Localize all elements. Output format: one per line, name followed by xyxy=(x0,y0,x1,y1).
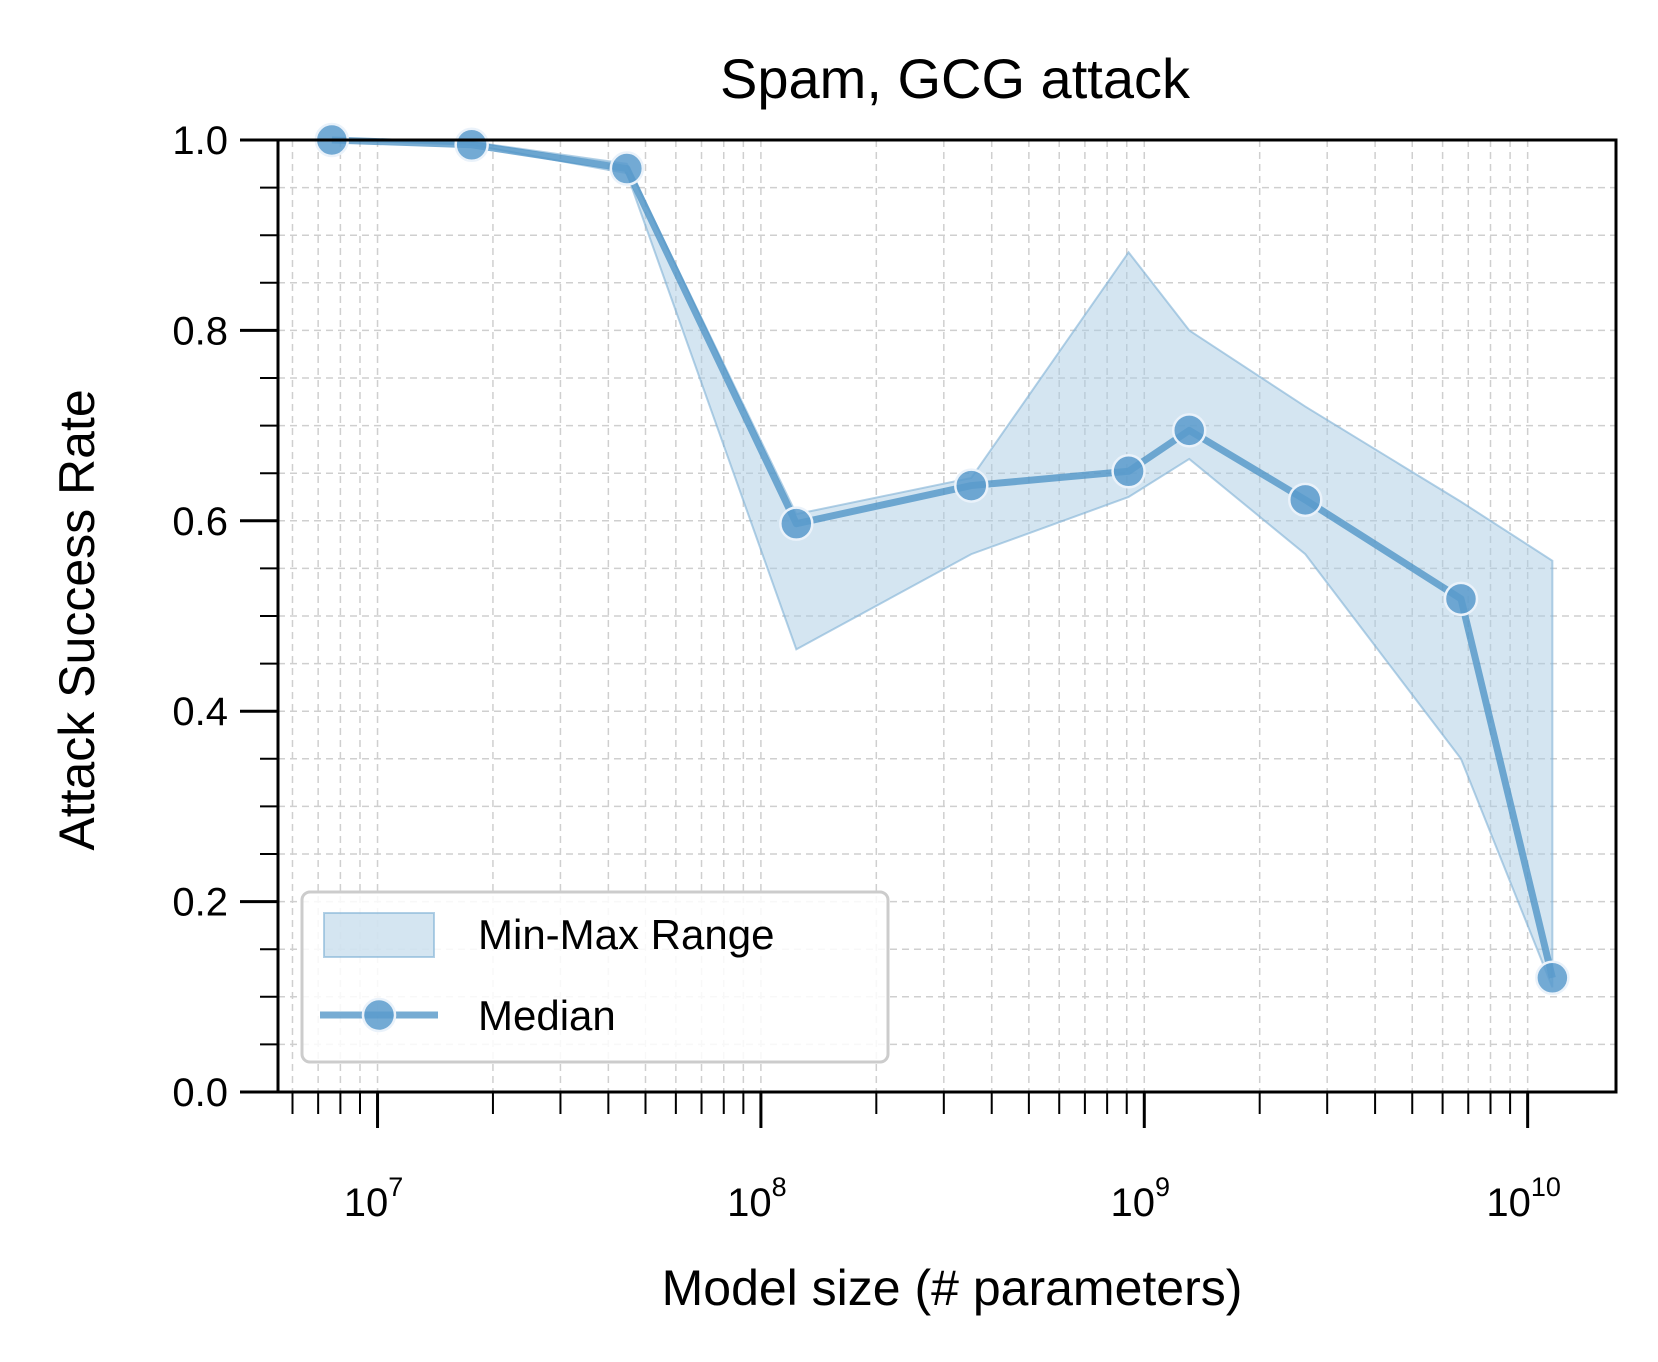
legend-label-min-max: Min-Max Range xyxy=(478,911,774,958)
y-tick-label: 0.0 xyxy=(172,1071,228,1115)
x-axis-label: Model size (# parameters) xyxy=(662,1260,1243,1316)
median-point xyxy=(1111,454,1146,489)
y-tick-label: 0.8 xyxy=(172,309,228,353)
legend-label-median: Median xyxy=(478,992,616,1039)
legend: Min-Max Range Median xyxy=(300,890,890,1064)
x-tick-label: 109 xyxy=(1111,1172,1171,1225)
y-axis-label: Attack Success Rate xyxy=(49,389,105,850)
y-tick-label: 0.2 xyxy=(172,881,228,925)
x-tick-label: 108 xyxy=(727,1172,787,1225)
x-tick-label: 1010 xyxy=(1486,1172,1561,1225)
median-line xyxy=(331,136,1556,979)
y-tick-label: 1.0 xyxy=(172,119,228,163)
median-point xyxy=(1171,413,1207,448)
median-point xyxy=(454,127,489,163)
chart-title: Spam, GCG attack xyxy=(720,47,1191,110)
median-point xyxy=(954,468,989,503)
min-max-range-area xyxy=(331,139,1554,988)
median-point xyxy=(1288,482,1323,518)
legend-box xyxy=(300,890,890,1064)
axes: 0.0 0.2 0.4 0.6 0.8 1.0 107 108 109 1010 xyxy=(172,119,1561,1225)
median-point xyxy=(1535,960,1570,996)
min-max-range-band xyxy=(331,139,1554,988)
median-point xyxy=(1443,581,1479,617)
median-point xyxy=(779,506,814,541)
legend-marker-swatch xyxy=(361,997,397,1033)
legend-band-swatch xyxy=(323,912,435,958)
y-tick-label: 0.6 xyxy=(172,500,228,544)
x-tick-label: 107 xyxy=(344,1172,404,1225)
y-tick-label: 0.4 xyxy=(172,690,228,734)
median-point xyxy=(609,151,645,186)
